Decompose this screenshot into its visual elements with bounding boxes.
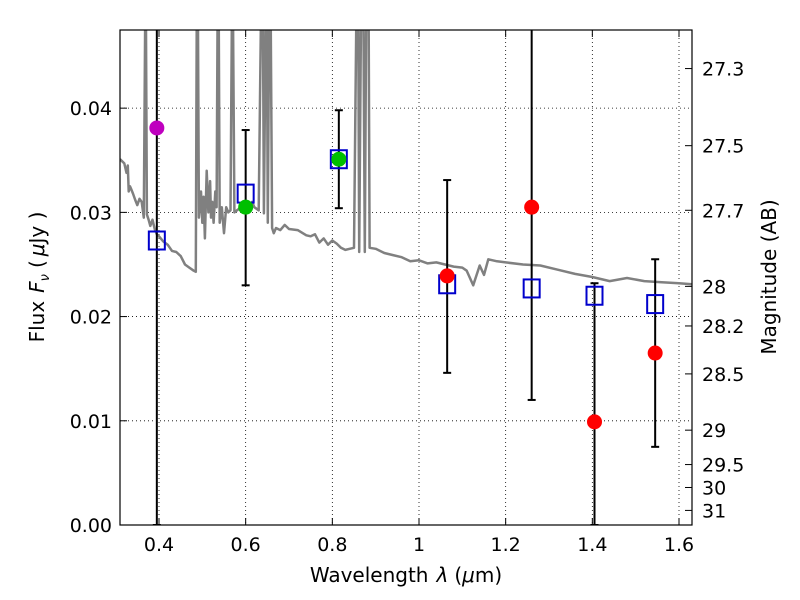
x-tick-label: 0.4 (144, 534, 174, 556)
y-tick-label: 0.01 (70, 411, 112, 433)
observed-flux-point (149, 120, 165, 136)
model-flux-square (147, 230, 166, 251)
mag-tick-label: 28.2 (702, 316, 744, 338)
model-spectrum-line (120, 30, 692, 287)
y-axis-label: FluxFν(μJy ) (25, 212, 53, 343)
observed-flux-point (647, 345, 663, 361)
model-flux-square (585, 285, 604, 306)
y-tick-label: 0.03 (70, 202, 112, 224)
axis-ticks: 0.4 0.6 0.8 1 1.2 1.4 1.6 0.00 0.01 0.02 0.03 0.04 2… (70, 30, 744, 556)
model-flux-square (329, 149, 348, 170)
observed-flux-point (524, 199, 540, 215)
mag-tick-label: 28 (702, 276, 726, 298)
mag-tick-label: 28.5 (702, 364, 744, 386)
x-tick-label: 0.8 (317, 534, 347, 556)
mag-tick-label: 27.7 (702, 200, 744, 222)
y2-axis-label: Magnitude (AB) (757, 199, 781, 354)
x-axis-label: Wavelength λ (μm) (310, 563, 502, 587)
model-flux-square (646, 294, 665, 315)
x-tick-label: 1.4 (577, 534, 607, 556)
y-tick-label: 0.00 (70, 515, 112, 537)
mag-tick-label: 29.5 (702, 455, 744, 477)
model-flux-square (522, 278, 541, 299)
x-tick-label: 1 (413, 534, 425, 556)
plot-area (120, 30, 692, 525)
observed-flux-point (238, 199, 254, 215)
observed-flux-point (587, 414, 602, 430)
x-tick-label: 1.2 (491, 534, 521, 556)
mag-tick-label: 30 (702, 477, 726, 499)
x-tick-label: 0.6 (231, 534, 261, 556)
mag-tick-label: 27.3 (702, 59, 744, 81)
y-tick-label: 0.02 (70, 307, 112, 329)
mag-tick-label: 27.5 (702, 136, 744, 158)
plot-frame (119, 29, 693, 526)
x-tick-label: 1.6 (664, 534, 694, 556)
observed-flux-point (331, 151, 347, 167)
mag-tick-label: 31 (702, 500, 726, 522)
mag-tick-label: 29 (702, 420, 726, 442)
observed-flux-point (439, 268, 455, 284)
y-tick-label: 0.04 (70, 98, 112, 120)
